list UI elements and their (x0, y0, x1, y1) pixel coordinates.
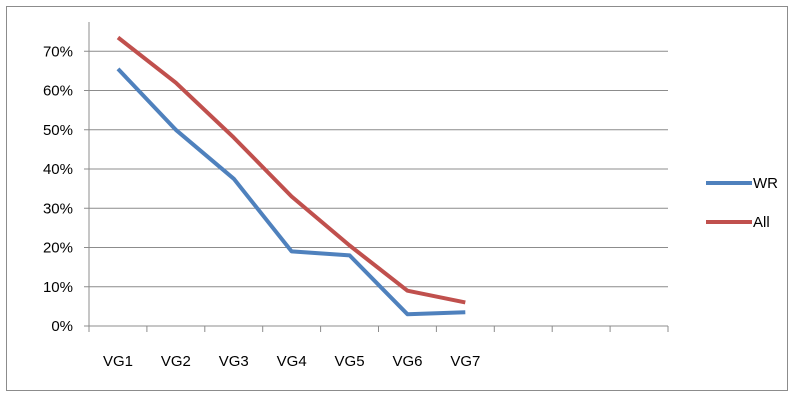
legend-label-wr: WR (753, 175, 778, 192)
series-line-wr (116, 67, 466, 317)
y-tick-label: 40% (43, 161, 73, 178)
x-axis: VG1 VG2 VG3 VG4 VG5 VG6 VG7 (88, 325, 669, 370)
legend: WR All (706, 175, 778, 231)
x-tick-label: VG5 (335, 353, 365, 370)
y-tick-label: 20% (43, 240, 73, 257)
x-tick-label: VG4 (277, 353, 307, 370)
y-tick-label: 0% (51, 318, 73, 335)
x-tick-label: VG1 (103, 353, 133, 370)
legend-label-all: All (753, 214, 770, 231)
y-tick-label: 10% (43, 279, 73, 296)
y-axis: 0% 10% 20% 30% 40% 50% 60% 70% (43, 22, 90, 335)
series-line-all (116, 35, 466, 305)
series-lines (116, 35, 466, 317)
y-tick-label: 60% (43, 83, 73, 100)
gridlines (89, 50, 668, 288)
x-tick-label: VG2 (161, 353, 191, 370)
x-tick-label: VG7 (450, 353, 480, 370)
chart-frame (6, 6, 788, 391)
y-tick-label: 50% (43, 122, 73, 139)
y-tick-label: 30% (43, 200, 73, 217)
x-tick-label: VG6 (392, 353, 422, 370)
x-tick-label: VG3 (219, 353, 249, 370)
y-tick-label: 70% (43, 43, 73, 60)
